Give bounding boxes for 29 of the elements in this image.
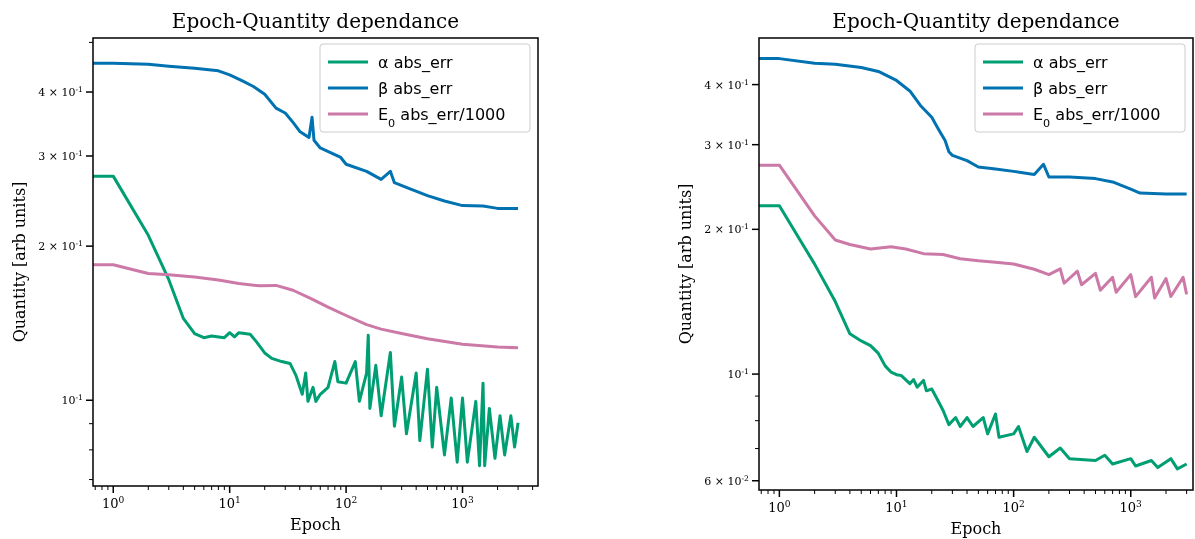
x-tick-label: 10$^{3}$ [451,495,474,511]
y-tick-label: 10$^{-1}$ [727,366,749,382]
legend-label: E$_{0}$ abs_err/1000 [378,105,506,130]
y-axis-title: Quantity [arb units] [10,181,29,343]
x-tick-label: 10$^{2}$ [1002,499,1025,515]
x-tick-label: 10$^{0}$ [102,495,125,511]
y-tick-label: 4 × 10$^{-1}$ [704,77,749,92]
x-axis-title: Epoch [290,515,341,534]
chart-title: Epoch-Quantity dependance [832,9,1120,33]
x-tick-label: 10$^{3}$ [1119,499,1143,515]
x-axis-title: Epoch [950,519,1002,538]
legend-label: α abs_err [1033,53,1109,73]
legend-label: β abs_err [1033,79,1108,99]
y-axis-title: Quantity [arb units] [676,183,695,345]
legend-label: β abs_err [378,79,453,99]
legend-label: α abs_err [378,53,454,73]
y-tick-label: 3 × 10$^{-1}$ [38,148,83,163]
y-tick-label: 2 × 10$^{-1}$ [704,221,749,237]
y-tick-label: 6 × 10$^{-2}$ [704,473,750,488]
y-tick-label: 2 × 10$^{-1}$ [38,238,83,254]
x-tick-label: 10$^{0}$ [768,499,791,515]
legend-label: E$_{0}$ abs_err/1000 [1033,105,1161,130]
y-tick-label: 10$^{-1}$ [61,392,83,408]
y-tick-label: 3 × 10$^{-1}$ [704,137,749,152]
chart-title: Epoch-Quantity dependance [171,9,460,33]
x-tick-label: 10$^{2}$ [334,495,358,511]
x-tick-label: 10$^{1}$ [885,499,908,515]
x-tick-label: 10$^{1}$ [218,495,241,511]
y-tick-label: 4 × 10$^{-1}$ [38,84,83,100]
